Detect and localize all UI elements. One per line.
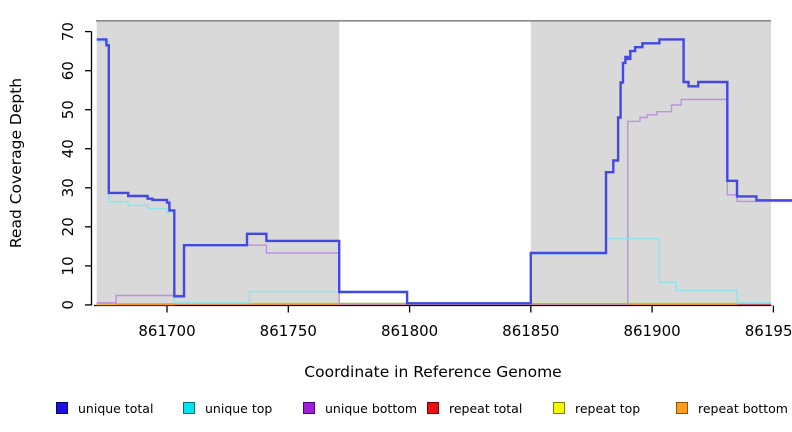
shaded-region bbox=[96, 20, 340, 306]
legend-item-repeat-bottom: repeat bottom bbox=[676, 400, 788, 416]
legend-item-unique-total: unique total bbox=[56, 400, 153, 416]
legend-swatch-icon bbox=[553, 402, 565, 414]
series-unique-total bbox=[96, 38, 792, 305]
legend-item-repeat-top: repeat top bbox=[553, 400, 640, 416]
series-unique-top bbox=[96, 40, 771, 304]
x-tick-label: 861750 bbox=[260, 322, 317, 340]
legend-label: unique top bbox=[205, 400, 273, 416]
x-tick-label: 861700 bbox=[138, 322, 195, 340]
x-axis-title: Coordinate in Reference Genome bbox=[304, 363, 561, 381]
legend-item-unique-bottom: unique bottom bbox=[303, 400, 417, 416]
x-tick-label: 861850 bbox=[502, 322, 559, 340]
legend-swatch-icon bbox=[427, 402, 439, 414]
data-series bbox=[96, 38, 792, 306]
legend-label: repeat top bbox=[575, 400, 641, 416]
legend-item-repeat-total: repeat total bbox=[427, 400, 522, 416]
legend-label: repeat bottom bbox=[698, 400, 788, 416]
y-tick-label: 0 bbox=[59, 300, 77, 310]
y-tick-label: 10 bbox=[59, 256, 77, 275]
legend-swatch-icon bbox=[183, 402, 195, 414]
y-axis-title: Read Coverage Depth bbox=[7, 78, 25, 248]
y-tick-label: 20 bbox=[59, 217, 77, 236]
legend-label: unique total bbox=[78, 400, 154, 416]
y-tick-label: 50 bbox=[59, 100, 77, 119]
legend-swatch-icon bbox=[303, 402, 315, 414]
y-tick-label: 60 bbox=[59, 61, 77, 80]
shaded-regions bbox=[96, 19, 771, 306]
x-tick-label: 861900 bbox=[623, 322, 680, 340]
legend-swatch-icon bbox=[676, 402, 688, 414]
legend-label: unique bottom bbox=[325, 400, 418, 416]
shaded-region bbox=[530, 20, 771, 306]
y-tick-label: 30 bbox=[59, 178, 77, 197]
legend-swatch-icon bbox=[56, 402, 68, 414]
y-tick-label: 70 bbox=[59, 22, 77, 41]
legend-item-unique-top: unique top bbox=[183, 400, 272, 416]
y-tick-label: 40 bbox=[59, 139, 77, 158]
x-tick-label: 861800 bbox=[381, 322, 438, 340]
legend-label: repeat total bbox=[449, 400, 523, 416]
